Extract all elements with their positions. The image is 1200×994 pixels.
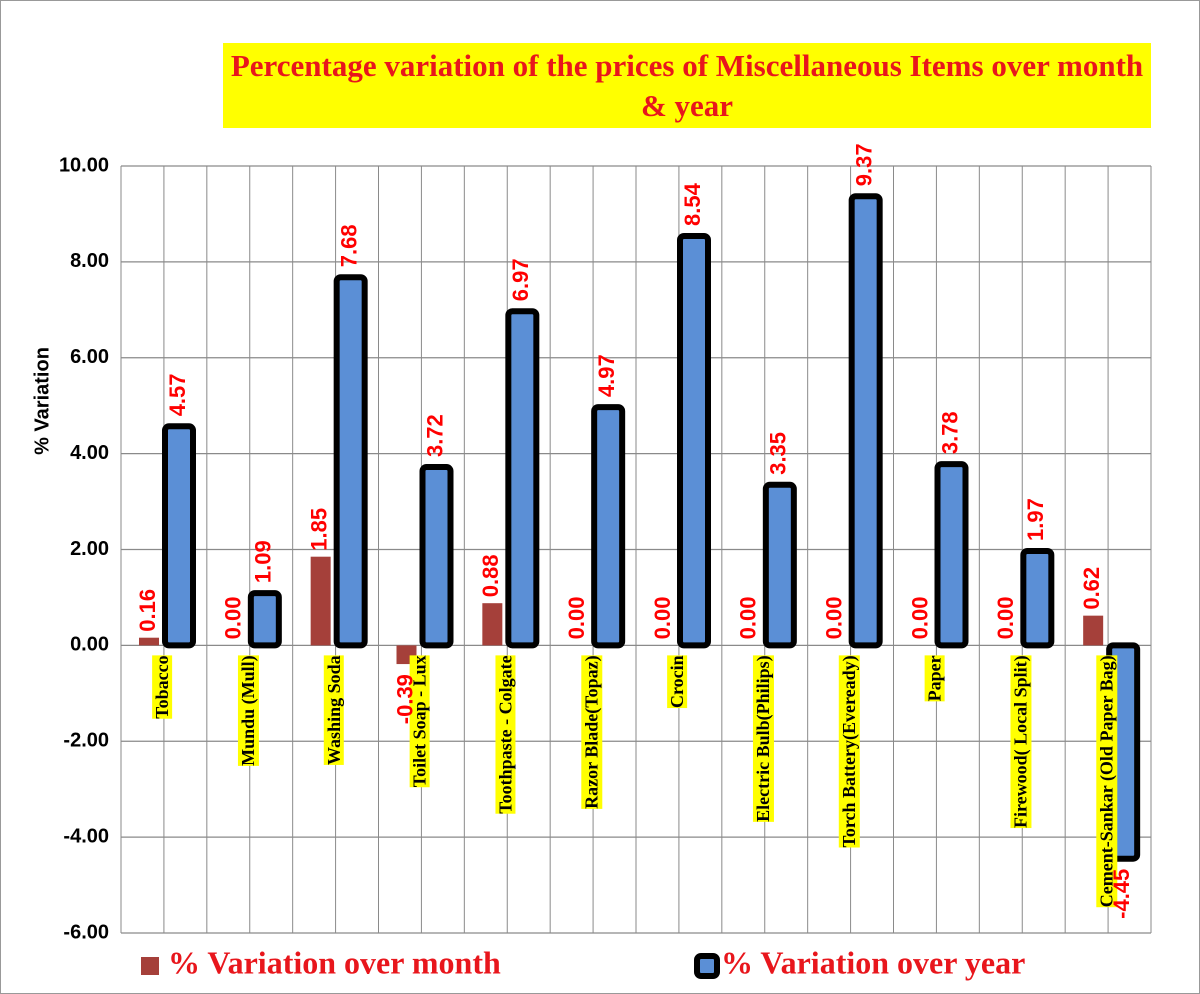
value-label: 1.85 [306,508,331,551]
bar [766,485,794,646]
value-label: 4.97 [594,354,619,397]
x-tick-label: Electric Bulb(Philips) [753,655,774,822]
value-label: 0.00 [993,597,1018,640]
value-label: -4.45 [1109,869,1134,919]
bar [1083,616,1103,646]
x-tick-label: Firewood( Local Split) [1010,655,1031,828]
legend-label: % Variation over month [168,944,501,980]
y-tick-label: 2.00 [70,538,109,560]
legend-marker [141,957,159,975]
value-label: 3.72 [422,414,447,457]
y-tick-label: -4.00 [63,825,109,847]
value-label: 3.35 [766,432,791,475]
x-tick-label: Crocin [667,655,687,708]
x-tick-label: Paper [925,655,945,701]
y-tick-label: 0.00 [70,634,109,656]
value-label: 0.00 [221,597,246,640]
value-label: -0.39 [392,674,417,724]
bar [508,311,536,645]
y-tick-label: 4.00 [70,442,109,464]
bar [139,638,159,646]
value-label: 0.88 [478,554,503,597]
legend-label: % Variation over year [721,944,1025,980]
y-tick-label: 8.00 [70,250,109,272]
x-tick-label: Tobacco [152,655,172,718]
bar [594,407,622,645]
bar [852,196,880,645]
value-label: 1.09 [251,540,276,583]
bar [423,467,451,645]
value-label: 1.97 [1023,498,1048,541]
value-label: 0.16 [135,589,160,632]
value-label: 7.68 [336,224,361,267]
x-tick-label: Toothpaste - Colgate [495,655,515,813]
y-axis-label: % Variation [31,347,53,455]
value-label: 3.78 [937,411,962,454]
bar [482,603,502,645]
chart-title: Percentage variation of the prices of Mi… [223,43,1151,128]
x-tick-label: Washing Soda [324,655,344,765]
value-label: 0.00 [564,597,589,640]
page: % Variation -6.00 -4.00 -2.00 0.00 2.00 4.00 6… [0,0,1200,994]
value-label: 4.57 [165,373,190,416]
value-label: 9.37 [851,143,876,186]
chart: % Variation -6.00 -4.00 -2.00 0.00 2.00 4.00 6… [1,1,1199,993]
value-label: 0.62 [1079,567,1104,610]
value-label: 0.00 [821,597,846,640]
y-tick-label: -6.00 [63,921,109,943]
bar [337,277,365,645]
value-label: 8.54 [680,182,705,226]
x-tick-label: Razor Blade(Topaz) [581,655,602,809]
legend-marker [697,956,717,976]
bar [938,464,966,645]
value-label: 0.00 [736,597,761,640]
value-label: 0.00 [907,597,932,640]
value-label: 6.97 [508,258,533,301]
value-label: 0.00 [650,597,675,640]
bar [165,426,193,645]
x-tick-label: Mundu (Mull) [238,655,259,766]
x-tick-label: Torch Battery(Eveready) [839,655,860,847]
y-tick-label: 6.00 [70,346,109,368]
bar [311,557,331,646]
y-tick-label: 10.00 [59,154,109,176]
bar [680,236,708,645]
bar [1023,551,1051,645]
y-tick-label: -2.00 [63,730,109,752]
bar [251,593,279,645]
